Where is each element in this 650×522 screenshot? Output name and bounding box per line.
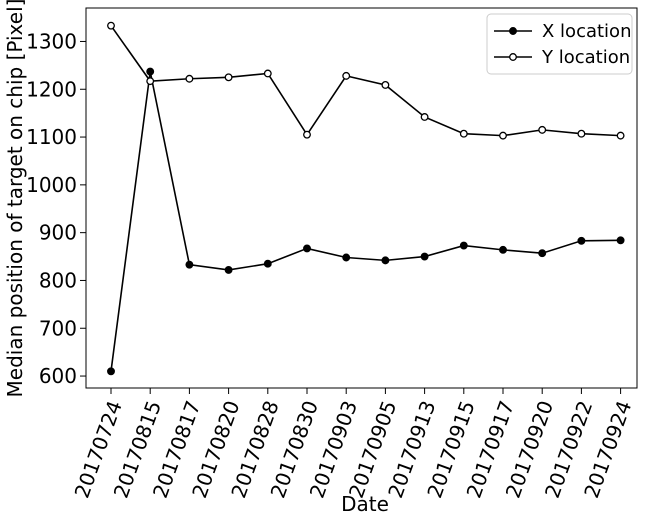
legend-label: Y location xyxy=(541,47,630,68)
data-point xyxy=(420,113,429,121)
legend-marker xyxy=(509,53,517,61)
data-point xyxy=(263,259,272,268)
legend-marker xyxy=(509,27,517,35)
data-point xyxy=(342,71,351,80)
y-tick-label: 1300 xyxy=(26,29,77,53)
y-tick-label: 600 xyxy=(39,364,77,388)
y-tick-label: 900 xyxy=(39,221,77,245)
data-point xyxy=(303,130,311,139)
data-point xyxy=(224,73,233,82)
data-point xyxy=(303,244,311,253)
data-point xyxy=(263,69,272,78)
y-tick-label: 1200 xyxy=(26,77,77,101)
data-point xyxy=(224,265,233,274)
data-point xyxy=(459,241,468,250)
data-point xyxy=(499,131,507,140)
data-point xyxy=(342,253,351,262)
data-point xyxy=(420,252,429,261)
y-tick-label: 1000 xyxy=(26,173,77,197)
data-point xyxy=(185,74,194,83)
legend-label: X location xyxy=(542,21,631,42)
y-tick-label: 700 xyxy=(39,316,77,340)
legend: X location Y location xyxy=(486,13,633,75)
series-layer xyxy=(107,21,625,376)
data-point xyxy=(538,125,547,134)
legend-box xyxy=(486,13,633,75)
data-point xyxy=(107,21,115,30)
data-point xyxy=(616,236,625,245)
data-point xyxy=(499,245,507,254)
data-point xyxy=(381,81,390,89)
series-line xyxy=(110,71,621,372)
data-point xyxy=(577,236,586,245)
data-point xyxy=(538,249,547,258)
data-point xyxy=(107,367,115,376)
y-axis-label: Median position of target on chip [Pixel… xyxy=(3,0,27,397)
y-tick-label: 800 xyxy=(39,268,77,292)
series-line xyxy=(110,25,621,137)
data-point xyxy=(185,260,194,269)
x-axis-label: Date xyxy=(341,492,389,516)
data-point xyxy=(146,67,155,76)
data-point xyxy=(146,77,155,86)
y-tick-label: 1100 xyxy=(26,125,77,149)
x-ticks: 2017072420170815201708172017082020170828… xyxy=(69,388,636,501)
data-point xyxy=(616,131,625,140)
data-point xyxy=(459,129,468,138)
y-ticks: 600 700 800 900 1000 1100 1200 1300 xyxy=(26,29,86,388)
data-point xyxy=(577,129,586,138)
data-point xyxy=(381,256,390,265)
